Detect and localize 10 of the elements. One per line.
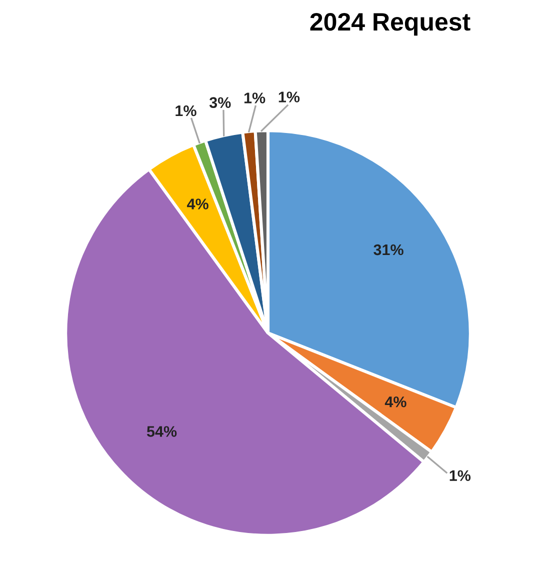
data-label: 4%: [384, 396, 406, 408]
data-label: 1%: [278, 92, 300, 102]
chart-title: 2024 Request: [310, 13, 470, 36]
data-label: 3%: [209, 97, 231, 108]
data-label: 31%: [374, 244, 404, 256]
data-label: 1%: [244, 92, 266, 104]
data-label: 1%: [450, 470, 471, 481]
data-label: 4%: [186, 198, 208, 210]
data-label: 54%: [146, 426, 177, 437]
data-label: 1%: [176, 105, 196, 116]
